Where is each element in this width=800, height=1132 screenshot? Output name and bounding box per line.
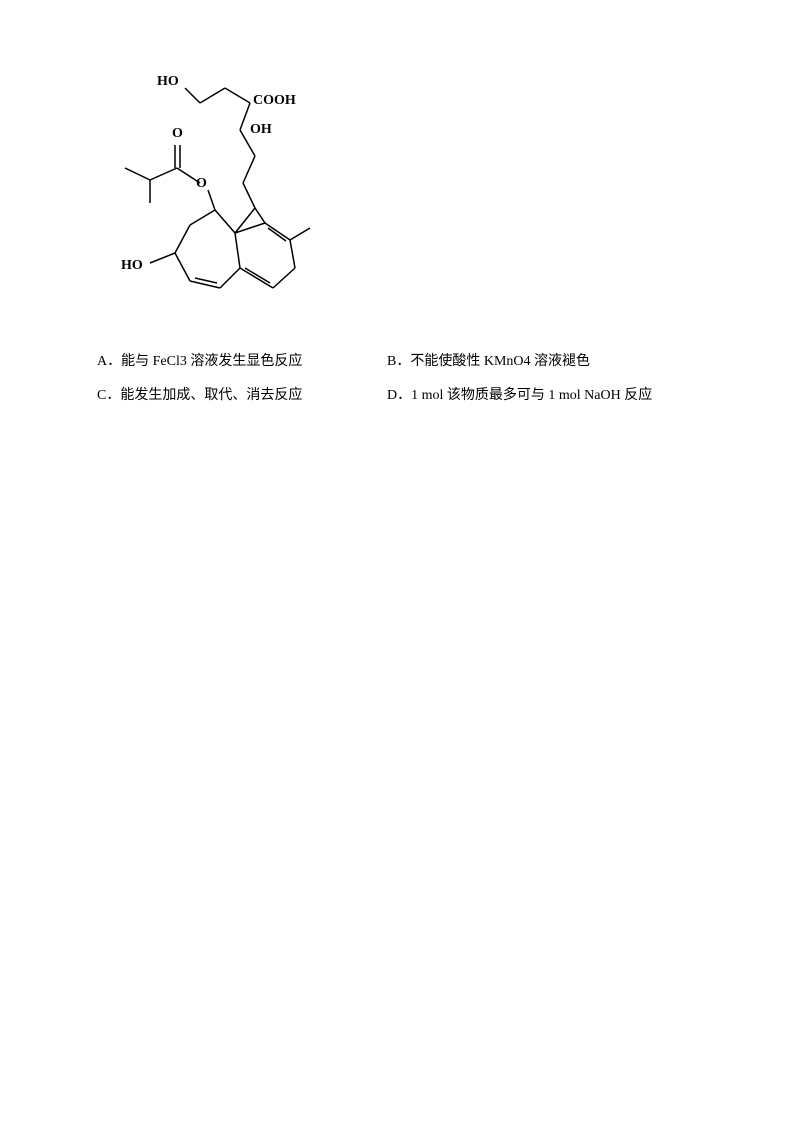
- label-ho-top: HO: [157, 74, 179, 90]
- molecule-diagram: HO COOH OH O O HO: [95, 68, 325, 338]
- option-d: D．1 mol 该物质最多可与 1 mol NaOH 反应: [387, 384, 705, 404]
- option-b: B．不能使酸性 KMnO4 溶液褪色: [387, 350, 705, 370]
- options-row-2: C．能发生加成、取代、消去反应 D．1 mol 该物质最多可与 1 mol Na…: [97, 384, 705, 404]
- options-list: A．能与 FeCl3 溶液发生显色反应 B．不能使酸性 KMnO4 溶液褪色 C…: [95, 350, 705, 404]
- label-cooh: COOH: [253, 93, 296, 109]
- option-c-label: C．: [97, 388, 120, 403]
- options-row-1: A．能与 FeCl3 溶液发生显色反应 B．不能使酸性 KMnO4 溶液褪色: [97, 350, 705, 370]
- label-oh: OH: [250, 122, 272, 138]
- content-wrapper: HO COOH OH O O HO A．能与 FeCl3 溶液发生显色反应 B．…: [0, 0, 800, 404]
- option-d-text: 1 mol 该物质最多可与 1 mol NaOH 反应: [411, 388, 652, 403]
- option-a-text: 能与 FeCl3 溶液发生显色反应: [121, 354, 302, 369]
- option-d-label: D．: [387, 388, 411, 403]
- label-ho-bottom: HO: [121, 258, 143, 274]
- option-b-label: B．: [387, 354, 410, 369]
- option-a-label: A．: [97, 354, 121, 369]
- option-b-text: 不能使酸性 KMnO4 溶液褪色: [410, 354, 590, 369]
- label-o-double: O: [172, 126, 183, 142]
- label-o-ester: O: [196, 176, 207, 192]
- option-c: C．能发生加成、取代、消去反应: [97, 384, 387, 404]
- option-a: A．能与 FeCl3 溶液发生显色反应: [97, 350, 387, 370]
- option-c-text: 能发生加成、取代、消去反应: [120, 388, 302, 403]
